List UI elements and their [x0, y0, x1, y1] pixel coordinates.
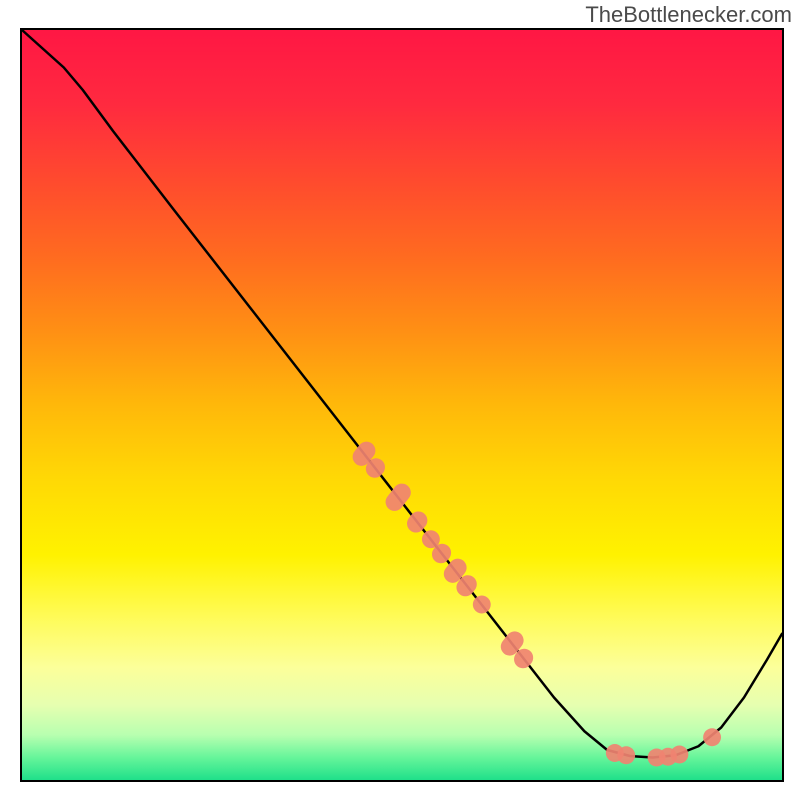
- curve-layer: [22, 30, 782, 758]
- descent-cluster-marker: [382, 480, 414, 515]
- marker-layer: [349, 438, 721, 766]
- bottleneck-curve: [22, 30, 782, 758]
- trough-cluster-marker: [670, 746, 688, 764]
- trough-cluster-marker: [617, 746, 635, 764]
- descent-cluster-marker: [469, 592, 494, 617]
- watermark-text: TheBottlenecker.com: [585, 2, 792, 28]
- chart-svg: [22, 30, 782, 780]
- plot-area: [20, 28, 784, 782]
- trough-cluster-marker: [703, 728, 721, 746]
